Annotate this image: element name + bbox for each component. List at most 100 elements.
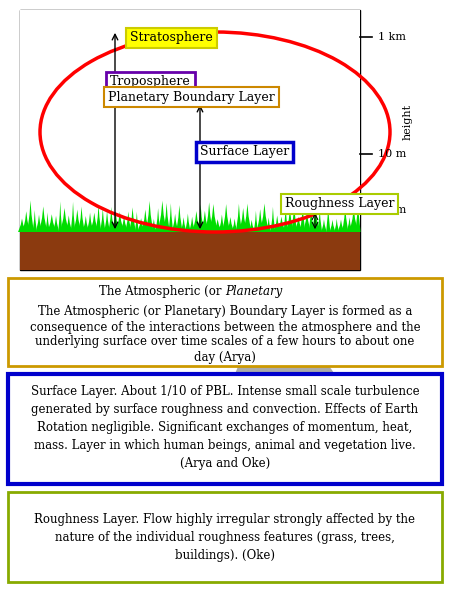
Text: Surface Layer: Surface Layer (200, 145, 289, 158)
Text: generated by surface roughness and convection. Effects of Earth: generated by surface roughness and conve… (32, 403, 419, 415)
Polygon shape (278, 217, 285, 232)
Polygon shape (317, 209, 322, 232)
Text: 0.1m: 0.1m (378, 205, 406, 215)
Polygon shape (185, 214, 191, 232)
Polygon shape (60, 208, 69, 232)
Text: buildings). (Oke): buildings). (Oke) (175, 548, 275, 562)
Polygon shape (71, 202, 75, 232)
Polygon shape (227, 217, 234, 232)
Circle shape (251, 340, 303, 392)
Polygon shape (286, 209, 294, 232)
Polygon shape (321, 219, 327, 232)
Polygon shape (176, 205, 183, 232)
Text: (Arya and Oke): (Arya and Oke) (180, 457, 270, 469)
Polygon shape (125, 212, 131, 232)
Polygon shape (201, 211, 209, 232)
Polygon shape (78, 206, 85, 232)
Text: The Atmospheric (or Planetary) Boundary Layer is formed as a: The Atmospheric (or Planetary) Boundary … (38, 305, 412, 319)
Polygon shape (254, 211, 258, 232)
Polygon shape (156, 208, 161, 232)
Polygon shape (294, 217, 303, 232)
Text: Roughness Layer. Flow highly irregular strongly affected by the: Roughness Layer. Flow highly irregular s… (35, 512, 415, 526)
Polygon shape (349, 208, 358, 232)
Polygon shape (137, 218, 145, 232)
Polygon shape (151, 219, 157, 232)
Polygon shape (104, 211, 110, 232)
Polygon shape (198, 204, 204, 232)
Polygon shape (326, 204, 330, 232)
Circle shape (299, 362, 335, 398)
Polygon shape (36, 215, 42, 232)
Text: Planetary Boundary Layer: Planetary Boundary Layer (108, 91, 275, 103)
Polygon shape (292, 200, 297, 232)
Polygon shape (53, 216, 59, 232)
Polygon shape (303, 211, 311, 232)
Text: mass. Layer in which human beings, animal and vegetation live.: mass. Layer in which human beings, anima… (34, 439, 416, 451)
Polygon shape (142, 209, 149, 232)
Polygon shape (120, 217, 128, 232)
Polygon shape (73, 209, 81, 232)
Text: Stratosphere: Stratosphere (130, 31, 213, 44)
Polygon shape (48, 214, 56, 232)
FancyBboxPatch shape (8, 492, 442, 582)
Text: underlying surface over time scales of a few hours to about one: underlying surface over time scales of a… (35, 335, 415, 349)
FancyBboxPatch shape (20, 232, 360, 270)
FancyBboxPatch shape (8, 278, 442, 366)
Polygon shape (309, 203, 314, 232)
Polygon shape (248, 220, 255, 232)
Polygon shape (163, 203, 170, 232)
Polygon shape (256, 209, 264, 232)
Polygon shape (181, 217, 186, 232)
Polygon shape (274, 215, 281, 232)
Polygon shape (58, 202, 63, 232)
Polygon shape (236, 204, 242, 232)
Polygon shape (108, 207, 114, 232)
Text: height: height (403, 104, 413, 140)
Polygon shape (232, 218, 238, 232)
Polygon shape (222, 204, 230, 232)
Text: Planetary: Planetary (225, 286, 282, 298)
Polygon shape (206, 202, 213, 232)
Polygon shape (338, 220, 344, 232)
Polygon shape (100, 209, 105, 232)
Polygon shape (329, 220, 335, 232)
Polygon shape (219, 214, 225, 232)
Polygon shape (169, 203, 173, 232)
FancyBboxPatch shape (20, 10, 360, 270)
Text: Roughness Layer: Roughness Layer (285, 197, 395, 211)
Text: Surface Layer. About 1/10 of PBL. Intense small scale turbulence: Surface Layer. About 1/10 of PBL. Intens… (31, 385, 419, 397)
Polygon shape (146, 201, 153, 232)
Polygon shape (172, 214, 178, 232)
Polygon shape (346, 217, 352, 232)
Polygon shape (96, 205, 101, 232)
Circle shape (235, 356, 279, 400)
Text: The Atmospheric (or: The Atmospheric (or (99, 286, 225, 298)
Polygon shape (32, 210, 37, 232)
Polygon shape (189, 217, 195, 232)
Polygon shape (193, 211, 200, 232)
Circle shape (279, 354, 319, 394)
Polygon shape (270, 207, 275, 232)
Text: consequence of the interactions between the atmosphere and the: consequence of the interactions between … (30, 320, 420, 334)
Polygon shape (239, 208, 247, 232)
Polygon shape (311, 207, 320, 232)
Polygon shape (158, 201, 166, 232)
Polygon shape (260, 203, 269, 232)
Polygon shape (209, 204, 218, 232)
Polygon shape (18, 218, 26, 232)
Circle shape (267, 376, 303, 412)
Polygon shape (342, 206, 348, 232)
Polygon shape (116, 212, 124, 232)
Text: day (Arya): day (Arya) (194, 350, 256, 364)
Text: 1 km: 1 km (378, 32, 406, 42)
Polygon shape (334, 219, 339, 232)
FancyBboxPatch shape (8, 374, 442, 484)
Polygon shape (135, 212, 139, 232)
Polygon shape (45, 212, 50, 232)
Text: nature of the individual roughness features (grass, trees,: nature of the individual roughness featu… (55, 530, 395, 544)
Polygon shape (22, 211, 30, 232)
Text: 10 m: 10 m (378, 149, 406, 159)
Polygon shape (112, 211, 119, 232)
Polygon shape (82, 216, 89, 232)
Text: Troposphere: Troposphere (110, 76, 191, 88)
